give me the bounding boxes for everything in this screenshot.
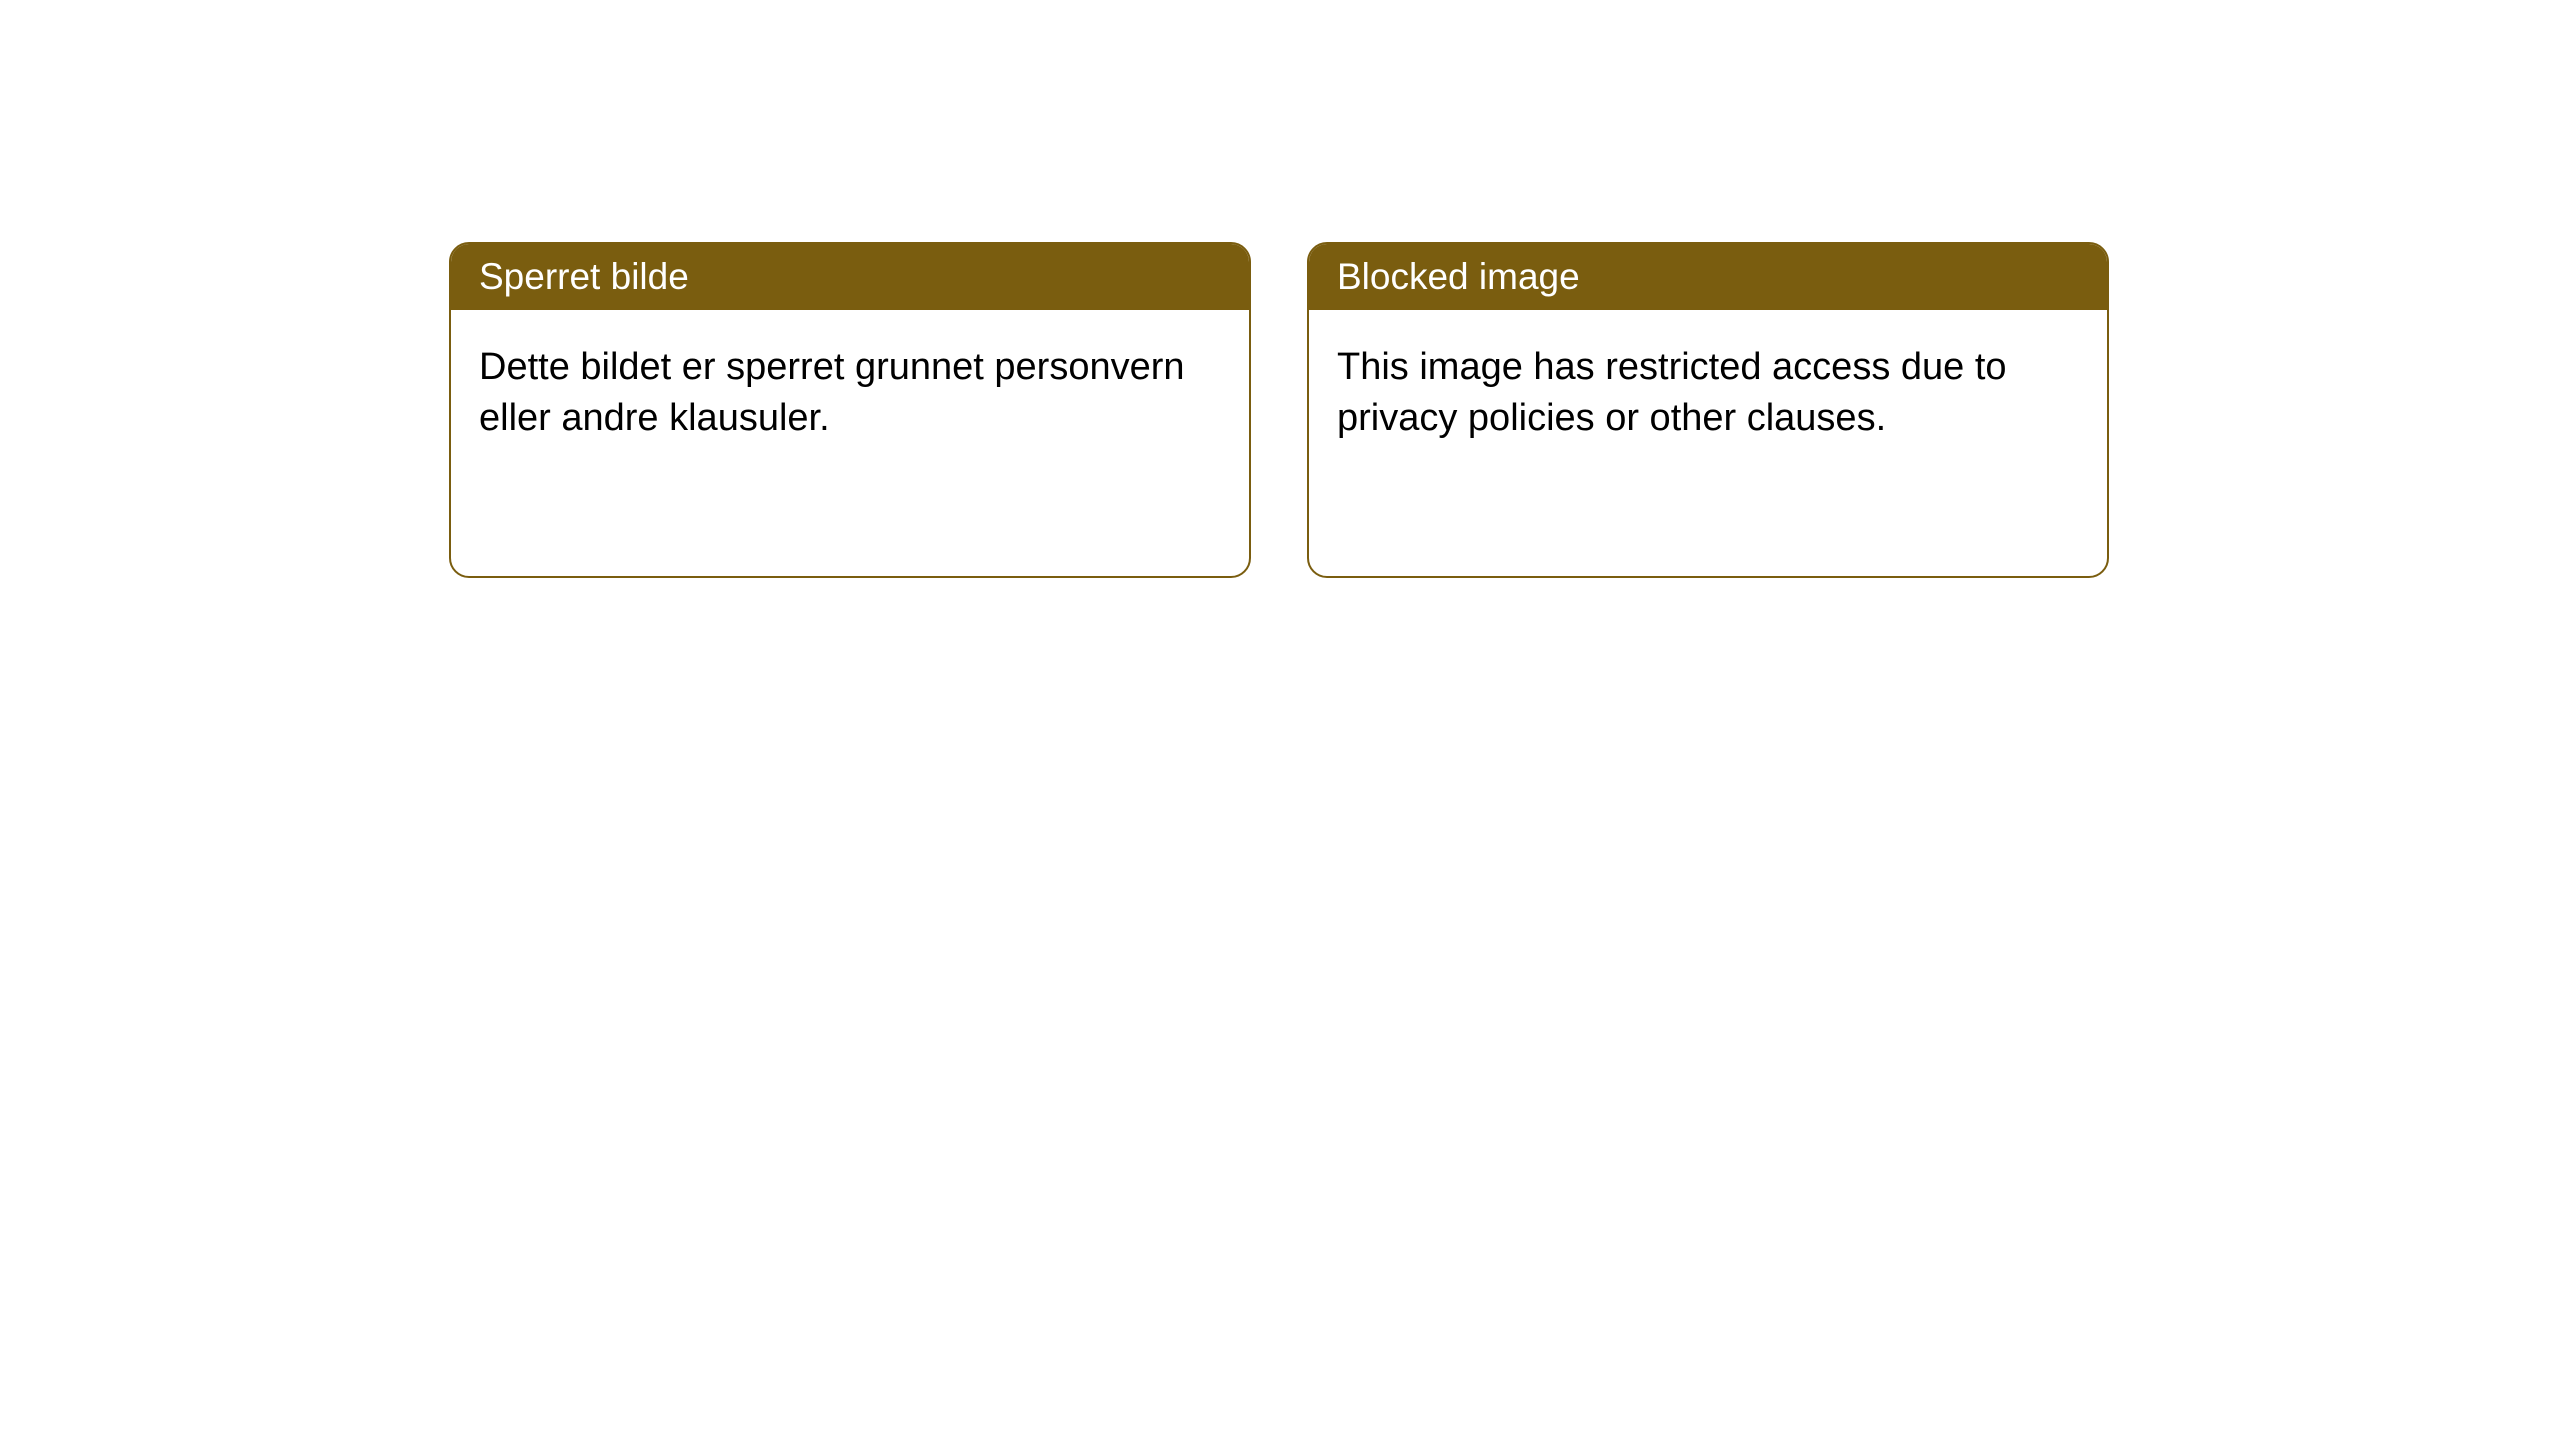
notice-title: Blocked image [1337, 256, 1580, 297]
notice-header: Blocked image [1309, 244, 2107, 310]
notice-card-norwegian: Sperret bilde Dette bildet er sperret gr… [449, 242, 1251, 578]
notice-card-english: Blocked image This image has restricted … [1307, 242, 2109, 578]
notice-body: This image has restricted access due to … [1309, 310, 2107, 477]
notice-message: Dette bildet er sperret grunnet personve… [479, 346, 1185, 439]
notice-header: Sperret bilde [451, 244, 1249, 310]
notice-body: Dette bildet er sperret grunnet personve… [451, 310, 1249, 477]
notice-title: Sperret bilde [479, 256, 689, 297]
notice-message: This image has restricted access due to … [1337, 346, 2007, 439]
notice-container: Sperret bilde Dette bildet er sperret gr… [449, 242, 2109, 578]
